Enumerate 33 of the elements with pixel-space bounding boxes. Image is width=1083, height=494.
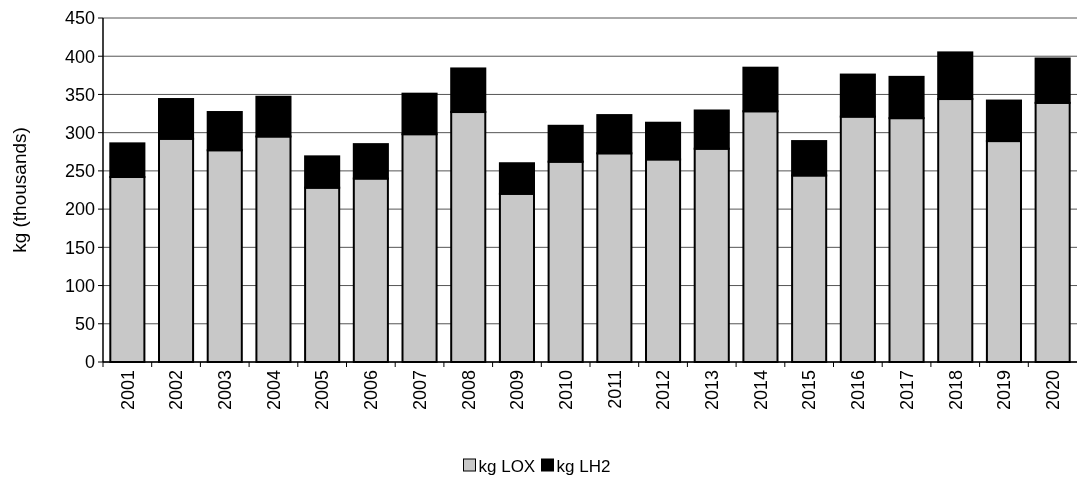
x-tick-label: 2005: [312, 370, 333, 411]
x-tick-label: 2017: [896, 370, 917, 411]
x-tick-label: 2014: [750, 370, 771, 411]
y-tick-label: 50: [74, 314, 95, 335]
x-tick-label: 2007: [409, 370, 430, 411]
x-tick-label: 2013: [702, 370, 723, 411]
x-tick-label: 2019: [994, 370, 1015, 411]
x-tick-label: 2001: [117, 370, 138, 411]
y-tick-label: 300: [64, 122, 95, 143]
x-tick-label: 2016: [848, 370, 869, 411]
y-tick-label: 250: [64, 161, 95, 182]
legend-label: kg LOX: [478, 456, 536, 476]
x-tick-label: 2011: [604, 370, 625, 409]
x-tick-label: 2003: [215, 370, 236, 411]
x-tick-label: 2002: [166, 370, 187, 411]
x-tick-label: 2009: [507, 370, 528, 411]
legend-label: kg LH2: [556, 456, 611, 476]
x-tick-label: 2020: [1042, 370, 1063, 411]
y-tick-label: 0: [84, 352, 95, 373]
x-tick-label: 2004: [263, 370, 284, 411]
x-tick-label: 2008: [458, 370, 479, 411]
y-tick-label: 400: [64, 46, 95, 67]
x-tick-label: 2015: [799, 370, 820, 411]
y-tick-label: 100: [64, 275, 95, 296]
y-tick-label: 450: [64, 8, 95, 29]
y-tick-label: 350: [64, 84, 95, 105]
x-tick-label: 2018: [945, 370, 966, 411]
x-tick-label: 2010: [555, 370, 576, 411]
x-tick-label: 2006: [361, 370, 382, 411]
x-tick-label: 2012: [653, 370, 674, 411]
y-tick-label: 200: [64, 199, 95, 220]
y-tick-label: 150: [64, 237, 95, 258]
y-axis-title: kg (thousands): [9, 127, 30, 253]
